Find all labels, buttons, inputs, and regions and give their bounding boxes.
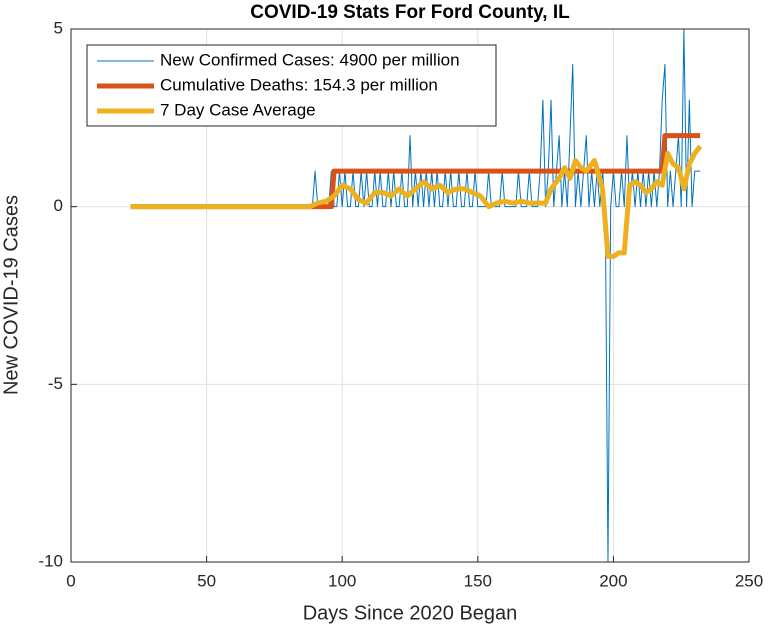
- x-tick-label: 50: [197, 571, 216, 590]
- chart-title: COVID-19 Stats For Ford County, IL: [250, 2, 570, 23]
- legend-label: Cumulative Deaths: 154.3 per million: [160, 75, 438, 94]
- x-tick-label: 150: [464, 571, 492, 590]
- series-line: [130, 28, 701, 563]
- y-tick-label: -5: [48, 374, 63, 393]
- legend-label: New Confirmed Cases: 4900 per million: [160, 50, 460, 69]
- legend-label: 7 Day Case Average: [160, 100, 316, 119]
- y-tick-label: 0: [54, 196, 63, 215]
- x-tick-label: 100: [328, 571, 356, 590]
- series-line: [130, 144, 703, 259]
- x-tick-label: 200: [599, 571, 627, 590]
- x-axis-label: Days Since 2020 Began: [303, 602, 518, 624]
- legend-box: [86, 44, 497, 127]
- x-tick-label: 0: [66, 571, 75, 590]
- plot-frame: [70, 28, 750, 563]
- y-axis-label: New COVID-19 Cases: [0, 195, 22, 395]
- x-tick-label: 250: [735, 571, 763, 590]
- y-tick-label: 5: [54, 18, 63, 37]
- y-tick-label: -10: [38, 551, 63, 570]
